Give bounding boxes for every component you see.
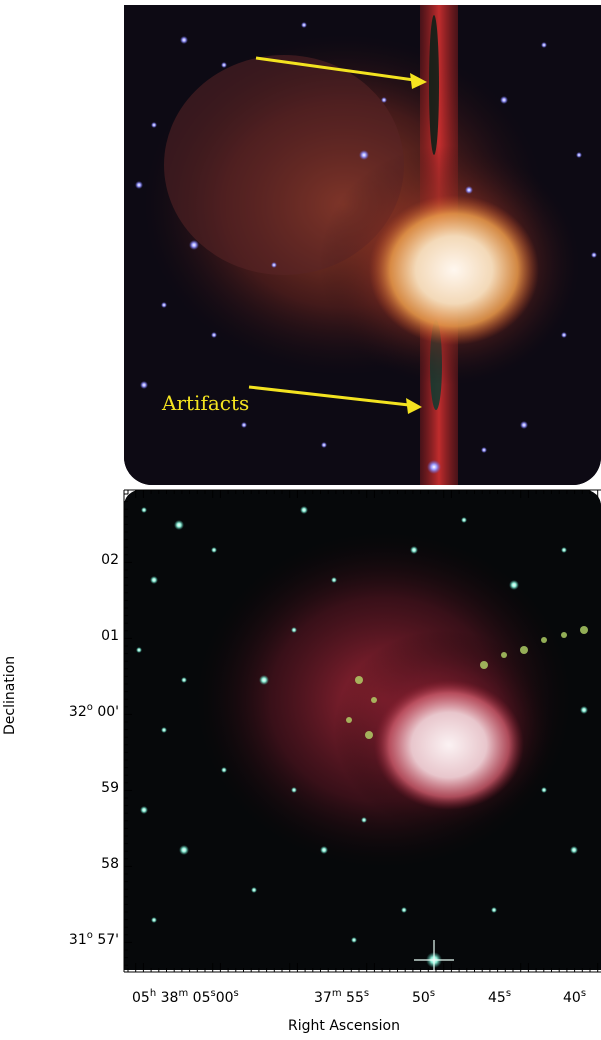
- ra-tick-label-1: 05h 38m 05s00s: [132, 988, 239, 1006]
- star-field-bottom: [136, 506, 588, 970]
- bottom-image-panel: [124, 490, 601, 970]
- dec-tick-label-2: 01: [101, 628, 119, 644]
- dec-tick-label-1: 02: [101, 552, 119, 568]
- nebula-core-bottom: [374, 680, 524, 810]
- declination-axis-title: Declination: [2, 655, 18, 735]
- right-ascension-axis-title: Right Ascension: [288, 1018, 400, 1034]
- artifact-arrows: [248, 56, 427, 414]
- dec-tick-label-5: 58: [101, 856, 119, 872]
- dec-tick-label-4: 59: [101, 780, 119, 796]
- star-field-top: [135, 22, 597, 474]
- top-image-panel: [124, 5, 601, 485]
- artifacts-annotation: Artifacts: [162, 391, 250, 415]
- ra-tick-label-4: 45s: [488, 988, 512, 1006]
- green-filaments: [346, 626, 588, 739]
- top-image-svg: [124, 5, 601, 485]
- dec-tick-label-6: 31o 57': [68, 930, 119, 948]
- ra-tick-label-2: 37m 55s: [314, 988, 370, 1006]
- nebula-core: [369, 195, 539, 345]
- ra-tick-label-5: 40s: [563, 988, 587, 1006]
- dec-tick-label-3: 32o 00': [68, 702, 119, 720]
- bottom-image-svg: [124, 490, 601, 970]
- ra-tick-label-3: 50s: [412, 988, 436, 1006]
